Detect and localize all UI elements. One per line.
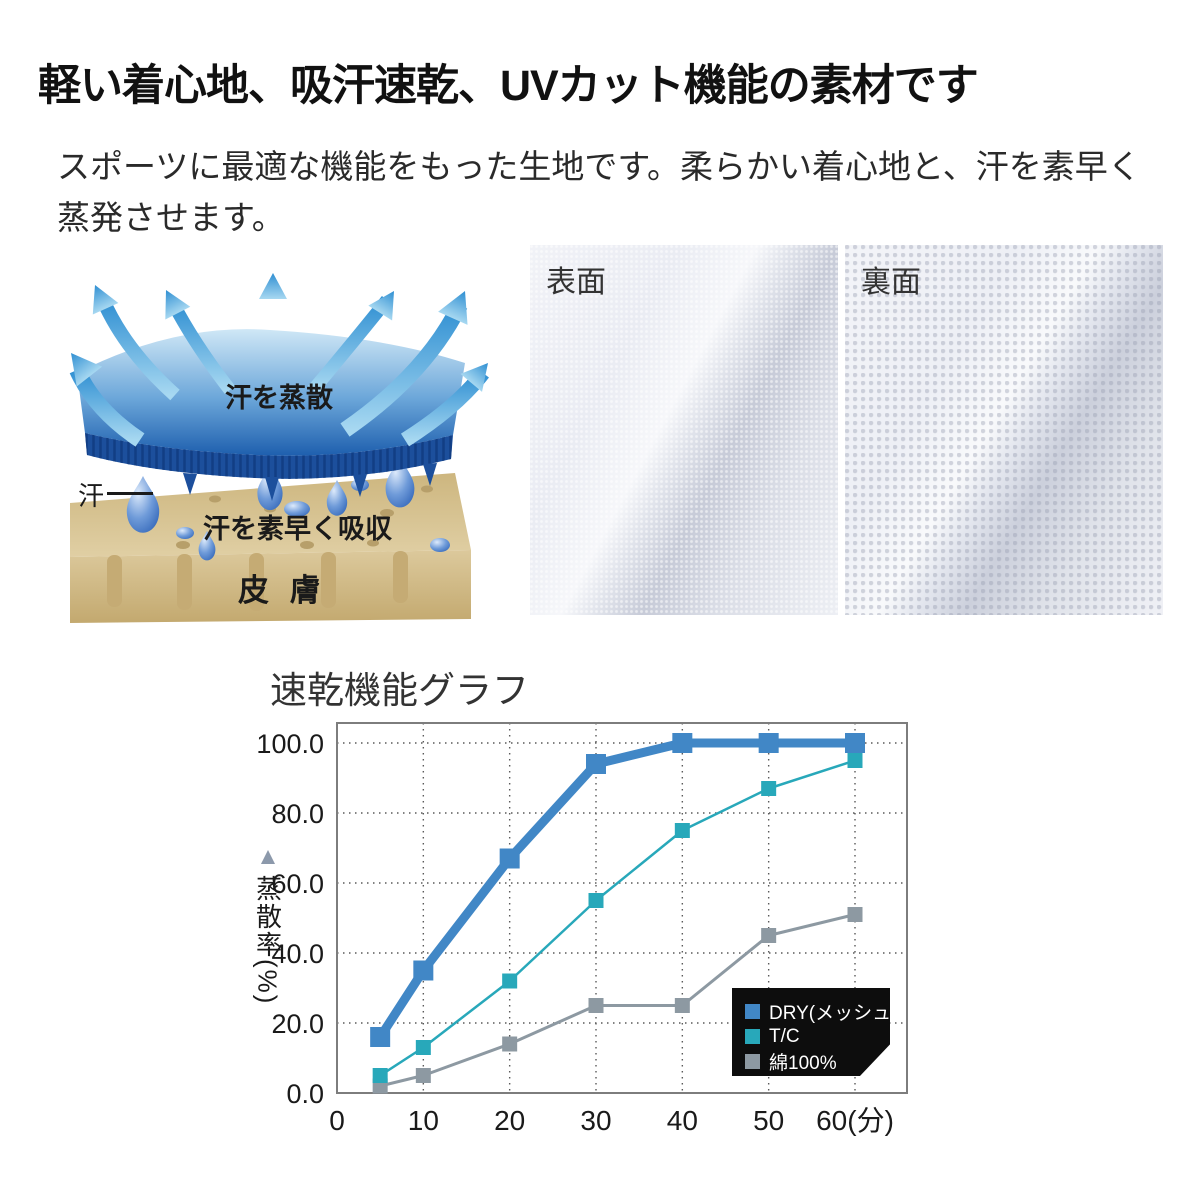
x-tick-label: 40 (667, 1105, 698, 1136)
fabric-layer (77, 329, 465, 501)
diagram-label-sweat: 汗 (78, 481, 105, 511)
series-marker (415, 1040, 431, 1055)
legend-row: DRY(メッシュ) (745, 999, 890, 1024)
legend-label: DRY(メッシュ) (769, 1003, 898, 1024)
evaporation-arrows (58, 273, 490, 447)
page-title: 軽い着心地、吸汗速乾、UVカット機能の素材です (38, 61, 979, 110)
plot-border (336, 722, 908, 1094)
y-tick-label: 20.0 (271, 1009, 324, 1039)
series-marker (674, 823, 690, 838)
legend-label: 綿100% (769, 1053, 837, 1074)
y-tick-label: 100.0 (256, 729, 324, 759)
series-marker (844, 733, 865, 753)
series-marker (847, 753, 863, 768)
fabric-photo-back: 裏面 (845, 245, 1163, 615)
series-marker (499, 848, 520, 869)
series-marker (372, 1068, 388, 1083)
series-marker (588, 998, 604, 1013)
skin-grooves (107, 551, 408, 611)
photo-label-back: 裏面 (861, 266, 921, 299)
x-tick-label: 10 (408, 1105, 439, 1136)
diagram-label-skin: 皮 膚 (238, 573, 327, 608)
legend-swatch (745, 1054, 760, 1069)
x-tick-label: 30 (580, 1105, 611, 1136)
y-tick-label: 60.0 (271, 869, 324, 899)
series-marker (502, 973, 518, 989)
series-marker (847, 907, 863, 922)
y-tick-label: 0.0 (286, 1079, 324, 1109)
series-marker (758, 733, 779, 753)
series-marker (674, 998, 690, 1013)
x-tick-label: 50 (753, 1105, 784, 1136)
legend-swatch (745, 1004, 760, 1019)
sweat-evaporation-diagram: 汗を蒸散 汗 汗を素早く吸収 皮 膚 (55, 245, 490, 625)
sweat-diagram-graphic (58, 273, 490, 623)
page-description: スポーツに最適な機能をもった生地です。柔らかい着心地と、汗を素早く蒸発させます。 (57, 148, 1141, 237)
series-marker (415, 1068, 431, 1083)
chart-title: 速乾機能グラフ (270, 670, 529, 711)
series-marker (413, 960, 434, 981)
x-tick-label: 0 (329, 1105, 345, 1136)
legend-row: 綿100% (745, 1049, 890, 1074)
fabric-photo-front: 表面 (530, 245, 838, 615)
x-tick-label: 60(分) (816, 1105, 894, 1136)
photo-label-front: 表面 (546, 266, 606, 299)
series-marker (672, 733, 693, 753)
legend-swatch (745, 1029, 760, 1044)
quick-dry-chart-section: 速乾機能グラフ 0.0 20.0 40.0 60.0 80.0 100.0 0 10 20 30 4… (240, 660, 970, 1160)
skin-layer (70, 473, 471, 623)
legend-label: T/C (769, 1025, 800, 1047)
series-marker (585, 754, 606, 774)
series-marker (761, 781, 777, 796)
x-tick-label: 20 (494, 1105, 525, 1136)
sweat-pointer-line (107, 492, 153, 495)
legend-row: T/C (745, 1024, 890, 1049)
y-axis-label: 蒸散率(%) (252, 875, 283, 1006)
y-axis-arrow-icon: ▲ (256, 843, 280, 870)
fringe-drips (183, 463, 437, 501)
y-tick-label: 40.0 (271, 939, 324, 969)
series-marker (761, 928, 777, 943)
series-marker (370, 1027, 391, 1047)
y-tick-label: 80.0 (271, 799, 324, 829)
diagram-label-evaporate: 汗を蒸散 (225, 383, 333, 413)
diagram-label-absorb: 汗を素早く吸収 (203, 514, 392, 544)
series-marker (502, 1036, 518, 1052)
series-marker (588, 893, 604, 908)
y-axis-title: ▲ 蒸散率(%) (248, 843, 288, 1006)
quick-dry-chart: 0.0 20.0 40.0 60.0 80.0 100.0 0 10 20 30 40 50 60(分) (256, 722, 908, 1136)
chart-legend: DRY(メッシュ) T/C 綿100% (732, 988, 890, 1076)
